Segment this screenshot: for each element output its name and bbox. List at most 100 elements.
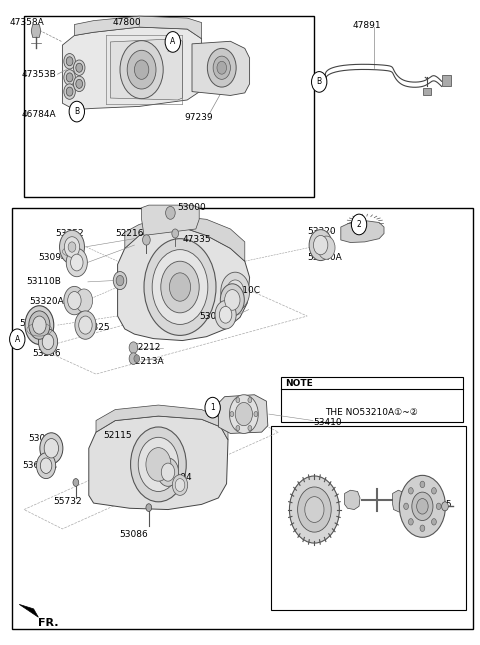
Circle shape [68, 242, 76, 252]
Text: 53215: 53215 [423, 500, 452, 509]
Circle shape [152, 250, 208, 324]
Circle shape [64, 286, 85, 315]
Circle shape [134, 60, 149, 79]
Circle shape [236, 397, 240, 402]
Circle shape [64, 84, 75, 99]
Circle shape [146, 504, 152, 511]
Text: THE NO53210A①~②: THE NO53210A①~② [325, 408, 419, 417]
Circle shape [399, 475, 445, 537]
Circle shape [10, 329, 25, 350]
Polygon shape [96, 405, 228, 440]
Circle shape [229, 395, 258, 433]
Text: FR.: FR. [38, 618, 59, 628]
Circle shape [157, 458, 179, 486]
Polygon shape [442, 75, 451, 86]
Text: 53610C: 53610C [226, 286, 261, 295]
Circle shape [442, 502, 448, 511]
Circle shape [120, 41, 163, 99]
Circle shape [116, 275, 124, 286]
Bar [281, 377, 463, 422]
Circle shape [64, 70, 75, 85]
Polygon shape [345, 490, 360, 510]
Circle shape [71, 254, 83, 271]
Polygon shape [31, 25, 41, 37]
Text: 1: 1 [210, 403, 215, 412]
Text: 52115: 52115 [103, 431, 132, 440]
Text: A: A [15, 335, 20, 344]
Text: 53094: 53094 [38, 253, 67, 263]
Polygon shape [19, 604, 38, 617]
Circle shape [225, 290, 240, 310]
Polygon shape [89, 416, 228, 510]
Circle shape [73, 76, 85, 92]
Text: B: B [74, 107, 79, 116]
Circle shape [69, 101, 84, 122]
Circle shape [172, 475, 188, 495]
Circle shape [66, 57, 73, 66]
Circle shape [420, 525, 425, 531]
Text: 53410: 53410 [313, 418, 342, 427]
Text: 47358A: 47358A [10, 18, 44, 27]
Polygon shape [118, 227, 250, 341]
Text: B: B [317, 77, 322, 86]
Circle shape [64, 54, 75, 69]
Text: 47353B: 47353B [22, 70, 56, 79]
Circle shape [75, 289, 93, 312]
Circle shape [220, 284, 244, 316]
Circle shape [351, 214, 367, 235]
Circle shape [68, 292, 81, 310]
Circle shape [44, 439, 59, 458]
Circle shape [146, 448, 171, 481]
Circle shape [40, 433, 63, 464]
Circle shape [161, 463, 175, 481]
Bar [24, 16, 314, 197]
Circle shape [305, 497, 324, 522]
Text: 52216: 52216 [115, 229, 144, 238]
Circle shape [73, 103, 84, 117]
Circle shape [432, 488, 436, 494]
Circle shape [138, 437, 179, 491]
Circle shape [113, 272, 127, 290]
Circle shape [161, 261, 199, 313]
Circle shape [207, 48, 236, 87]
Text: 97239: 97239 [185, 113, 214, 122]
Circle shape [131, 427, 186, 502]
Text: 47335: 47335 [182, 235, 211, 244]
Circle shape [312, 72, 327, 92]
Polygon shape [142, 205, 199, 235]
Text: 47891: 47891 [353, 21, 382, 30]
Circle shape [248, 426, 252, 431]
Circle shape [230, 412, 234, 417]
Polygon shape [218, 395, 268, 433]
Circle shape [66, 87, 73, 96]
Text: 47800: 47800 [113, 18, 142, 27]
Circle shape [76, 79, 83, 88]
Circle shape [289, 476, 339, 543]
Text: 53064: 53064 [28, 434, 57, 443]
Circle shape [73, 479, 79, 486]
Circle shape [129, 353, 138, 364]
Circle shape [60, 230, 84, 264]
Circle shape [417, 499, 428, 514]
Circle shape [33, 316, 46, 334]
Polygon shape [423, 88, 431, 95]
Text: A: A [170, 37, 175, 46]
Circle shape [227, 280, 244, 303]
Polygon shape [321, 76, 326, 84]
Circle shape [73, 60, 85, 75]
Text: 53320: 53320 [307, 227, 336, 236]
Text: 53040A: 53040A [307, 253, 342, 262]
Text: 53086: 53086 [119, 530, 148, 539]
Circle shape [42, 334, 54, 350]
Polygon shape [110, 39, 182, 100]
Circle shape [318, 236, 335, 259]
Circle shape [175, 479, 185, 491]
Text: 52212: 52212 [132, 342, 160, 352]
Circle shape [25, 306, 54, 344]
Text: 53110B: 53110B [26, 277, 61, 286]
Circle shape [213, 56, 230, 79]
Circle shape [40, 458, 52, 473]
Text: 46784A: 46784A [22, 110, 56, 119]
Polygon shape [192, 41, 250, 95]
Text: 53094: 53094 [163, 473, 192, 482]
